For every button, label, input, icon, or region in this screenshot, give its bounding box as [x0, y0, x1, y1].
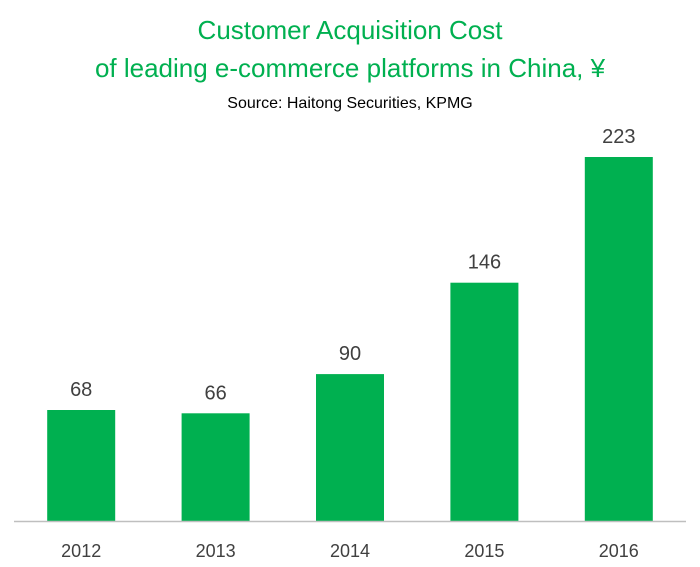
bar-2015 — [450, 282, 519, 521]
x-tick-label-2013: 2013 — [196, 541, 236, 561]
x-tick-label-2014: 2014 — [330, 541, 370, 561]
bar-2012 — [47, 410, 116, 521]
x-tick-labels-group: 2012 2013 2014 2015 2016 — [61, 541, 639, 561]
chart-subtitle: Source: Haitong Securities, KPMG — [227, 95, 473, 112]
x-tick-label-2015: 2015 — [464, 541, 504, 561]
chart-title-line2: of leading e-commerce platforms in China… — [94, 53, 606, 83]
x-tick-label-2012: 2012 — [61, 541, 101, 561]
bar-2014 — [316, 374, 384, 521]
bars-group — [47, 157, 653, 521]
data-label-2015: 146 — [468, 252, 501, 274]
data-label-2016: 223 — [602, 126, 635, 148]
bar-labels-group: 68 66 90 146 223 — [70, 126, 635, 404]
chart-title-line1: Customer Acquisition Cost — [197, 15, 503, 45]
bar-2013 — [181, 413, 250, 521]
bar-2016 — [584, 157, 653, 521]
data-label-2013: 66 — [204, 382, 226, 404]
data-label-2014: 90 — [339, 343, 361, 365]
x-tick-label-2016: 2016 — [599, 541, 639, 561]
data-label-2012: 68 — [70, 379, 92, 401]
